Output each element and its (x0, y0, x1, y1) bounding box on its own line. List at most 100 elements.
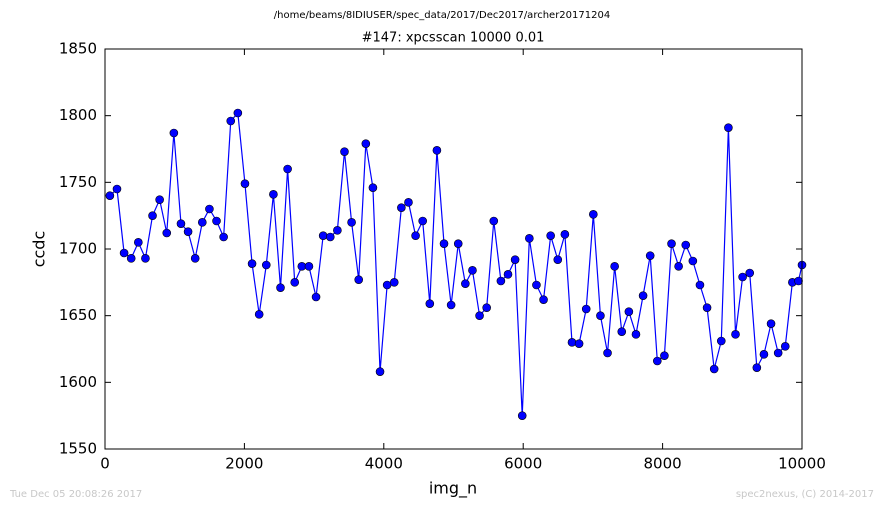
data-point (503, 270, 513, 279)
data-point (340, 147, 349, 156)
data-point (141, 254, 150, 263)
data-point (475, 311, 484, 320)
data-point (283, 164, 292, 174)
data-point (510, 255, 520, 264)
data-point (461, 279, 470, 288)
data-point (574, 339, 584, 348)
data-point (418, 216, 427, 226)
data-point (667, 239, 676, 248)
data-point (347, 218, 356, 227)
data-point (752, 363, 762, 372)
data-point (169, 128, 179, 138)
data-point (581, 304, 591, 314)
x-tick-label: 8000 (644, 455, 682, 473)
data-point (261, 260, 271, 270)
data-point (297, 262, 307, 271)
chart-subtitle: #147: xpcsscan 10000 0.01 (362, 31, 545, 46)
data-point (226, 116, 236, 126)
data-point (439, 239, 449, 248)
plot-frame (104, 48, 803, 450)
data-point (134, 238, 143, 247)
y-tick-label: 1850 (59, 40, 97, 58)
data-point (453, 239, 463, 248)
data-point (432, 146, 442, 155)
data-point (368, 183, 378, 192)
data-point (240, 179, 250, 188)
x-tick-label: 4000 (365, 455, 403, 473)
y-axis-label: ccdc (30, 231, 49, 268)
data-point (560, 230, 570, 239)
data-point (269, 190, 278, 199)
data-point (112, 184, 122, 194)
y-tick-label: 1800 (59, 106, 97, 124)
data-point (525, 234, 534, 243)
data-point (425, 299, 435, 308)
data-point (674, 262, 683, 271)
data-point (254, 310, 264, 319)
data-point (205, 204, 214, 214)
data-point (546, 231, 555, 240)
data-point (489, 216, 499, 226)
data-point (539, 295, 548, 304)
data-point (468, 266, 477, 275)
data-point (745, 268, 755, 278)
footer-left: Tue Dec 05 20:08:26 2017 (9, 489, 142, 500)
data-point (596, 311, 605, 320)
data-point (382, 280, 392, 290)
data-point (233, 108, 243, 118)
data-point (603, 348, 612, 358)
data-point (155, 195, 164, 204)
data-point (247, 259, 257, 268)
data-point (148, 211, 157, 220)
y-tick-label: 1600 (59, 373, 97, 391)
data-point (183, 227, 193, 236)
data-point (773, 348, 783, 358)
data-point (318, 231, 328, 240)
data-point (794, 276, 803, 286)
data-point (716, 336, 726, 346)
data-point (553, 255, 563, 264)
x-tick-label: 10000 (778, 455, 826, 473)
data-point (375, 367, 385, 376)
data-point (766, 319, 776, 328)
data-point (290, 278, 300, 287)
data-point (482, 303, 491, 312)
y-tick-label: 1750 (59, 173, 97, 191)
data-point (645, 251, 655, 260)
data-point (325, 232, 335, 242)
footer-right: spec2nexus, (C) 2014-2017 (736, 489, 874, 500)
data-point (176, 219, 186, 228)
data-point (276, 283, 285, 292)
data-point (610, 262, 619, 271)
data-point (688, 256, 698, 266)
x-tick-label: 2000 (225, 455, 263, 473)
data-point (354, 275, 364, 284)
data-point (105, 191, 115, 200)
data-point (731, 330, 740, 339)
data-point (589, 210, 598, 219)
data-point (212, 216, 221, 226)
data-point (198, 218, 207, 227)
data-point (532, 280, 541, 290)
data-point (311, 292, 321, 302)
data-point (126, 254, 136, 263)
data-point (496, 276, 506, 286)
data-point (638, 291, 648, 300)
data-point (119, 248, 129, 258)
x-axis-label: img_n (429, 479, 477, 499)
data-point (660, 351, 669, 360)
data-point (190, 254, 200, 263)
data-point (361, 139, 371, 148)
data-point (162, 228, 172, 238)
data-point (709, 364, 719, 374)
data-point (304, 262, 314, 271)
data-point (780, 342, 790, 351)
data-point (631, 330, 641, 339)
data-point (695, 280, 705, 290)
data-point (446, 300, 456, 310)
y-tick-label: 1550 (59, 440, 97, 458)
y-tick-label: 1700 (59, 240, 97, 258)
data-point (404, 198, 413, 207)
data-point (738, 272, 747, 282)
data-point (681, 240, 691, 250)
